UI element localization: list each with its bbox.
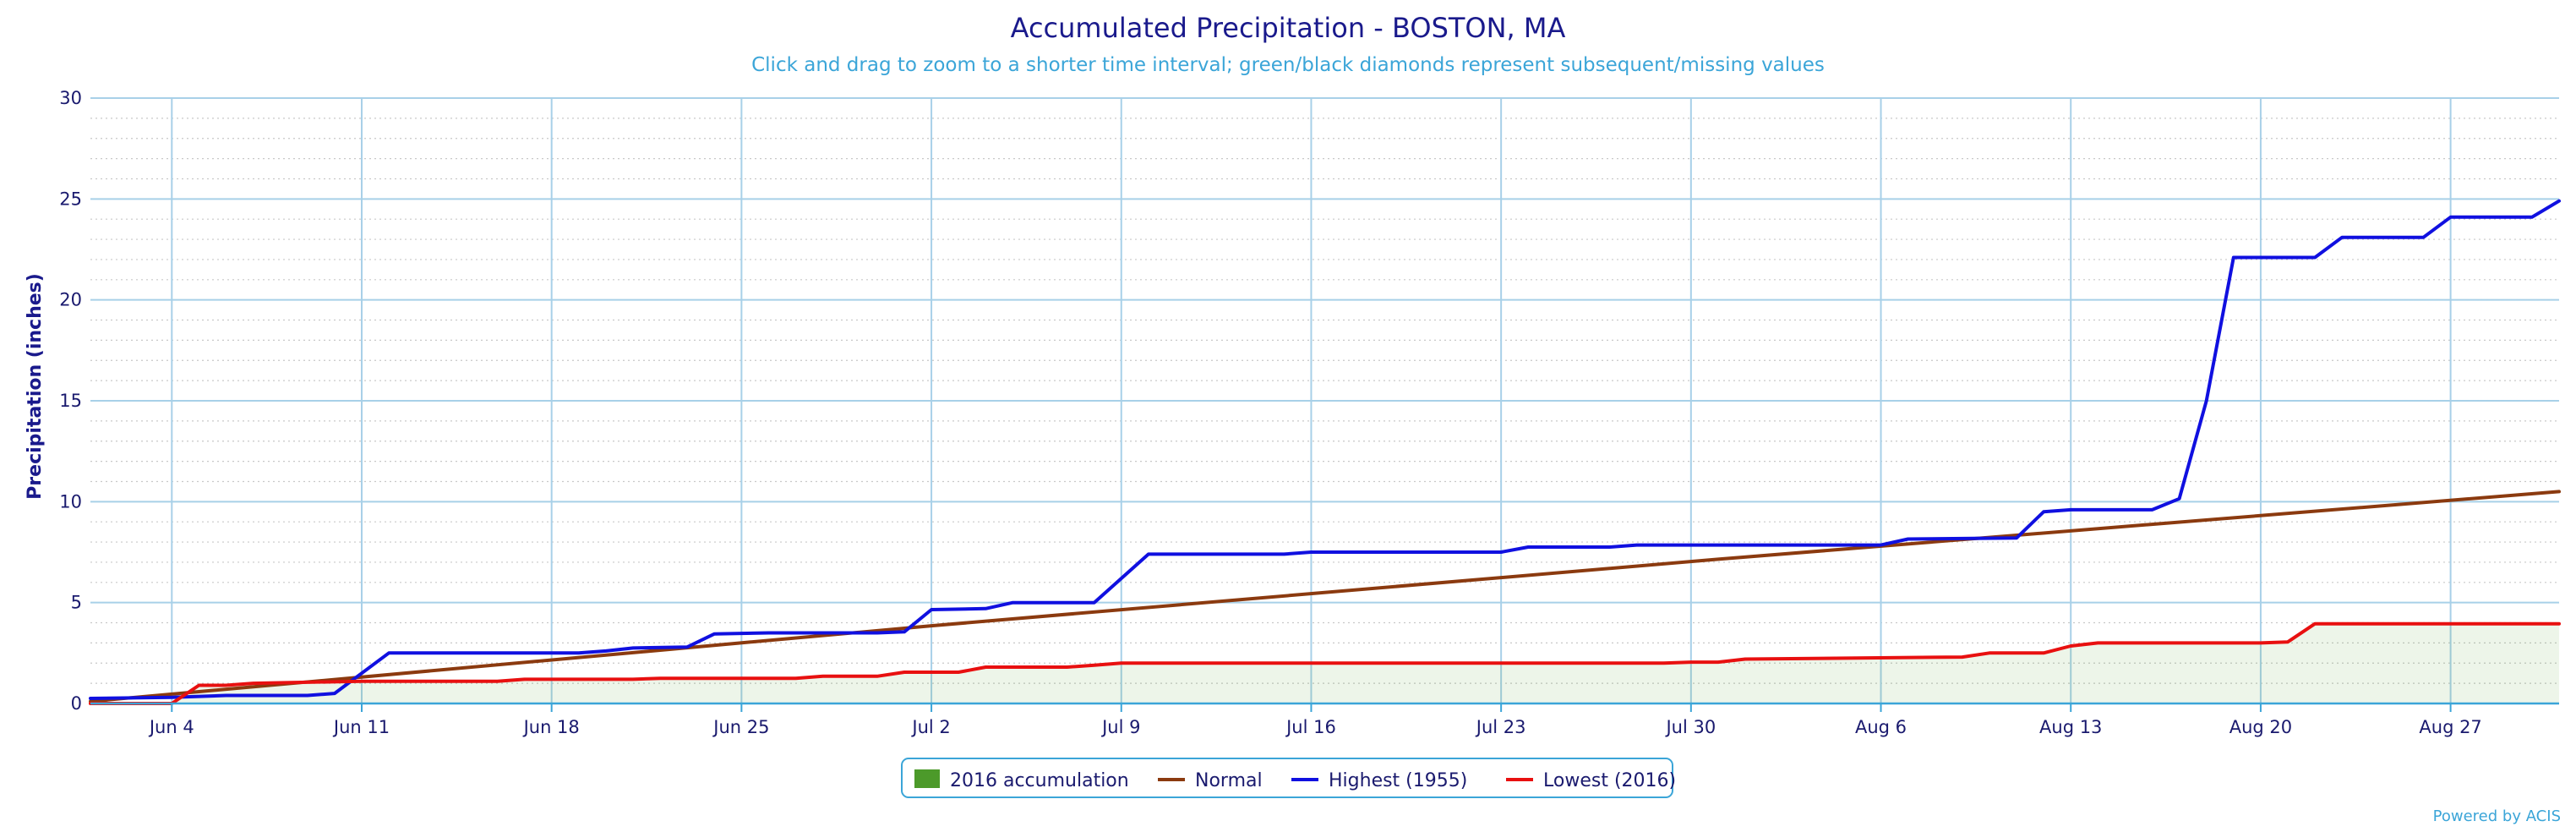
series-line[interactable] [89, 621, 2561, 705]
legend-label[interactable]: Normal [1195, 770, 1263, 791]
y-tick-label: 20 [59, 290, 82, 310]
y-axis-label: Precipitation (inches) [25, 273, 46, 500]
x-tick-labels: Jun 4 Jun 11 Jun 18 Jun 25 Jul 2 Jul 9 Jul 16 J… [148, 717, 2482, 737]
y-tick-label: 15 [59, 391, 82, 411]
series-lines[interactable] [89, 199, 2561, 705]
chart-title: Accumulated Precipitation - BOSTON, MA [1011, 12, 1566, 44]
x-tick-label: Jul 9 [1100, 717, 1140, 737]
y-tick-label: 25 [59, 189, 82, 209]
x-tick-label: Jul 16 [1285, 717, 1336, 737]
credit-link[interactable]: Powered by ACIS [2433, 807, 2561, 825]
y-tick-label: 0 [71, 693, 82, 714]
y-tick-labels: 0 5 10 15 20 25 30 [59, 88, 82, 714]
x-tick-label: Jun 4 [148, 717, 194, 737]
major-gridlines [90, 97, 2559, 703]
series-line[interactable] [89, 199, 2561, 700]
series-line[interactable] [89, 490, 2561, 703]
x-tick-label: Jun 25 [712, 717, 769, 737]
legend-box [901, 758, 1673, 798]
x-tick-label: Aug 27 [2419, 717, 2481, 737]
y-tick-label: 5 [71, 593, 82, 613]
x-tick-label: Jun 11 [332, 717, 390, 737]
x-tick-label: Aug 20 [2229, 717, 2292, 737]
legend-swatch[interactable] [914, 769, 940, 788]
minor-gridlines [90, 118, 2559, 684]
x-tick-label: Aug 6 [1855, 717, 1907, 737]
x-tick-label: Jul 23 [1475, 717, 1526, 737]
x-tick-label: Jun 18 [522, 717, 580, 737]
chart-subtitle: Click and drag to zoom to a shorter time… [751, 54, 1825, 76]
legend[interactable]: 2016 accumulation Normal Highest (1955) Low… [901, 758, 1676, 798]
y-tick-label: 30 [59, 88, 82, 108]
x-tick-label: Aug 13 [2039, 717, 2102, 737]
legend-label[interactable]: Highest (1955) [1329, 770, 1467, 791]
axes [90, 702, 2559, 712]
legend-items[interactable]: 2016 accumulation Normal Highest (1955) Low… [914, 769, 1676, 791]
x-tick-label: Jul 30 [1664, 717, 1716, 737]
y-tick-label: 10 [59, 491, 82, 512]
legend-label[interactable]: 2016 accumulation [950, 770, 1129, 791]
legend-label[interactable]: Lowest (2016) [1543, 770, 1676, 791]
x-tick-label: Jul 2 [910, 717, 950, 737]
